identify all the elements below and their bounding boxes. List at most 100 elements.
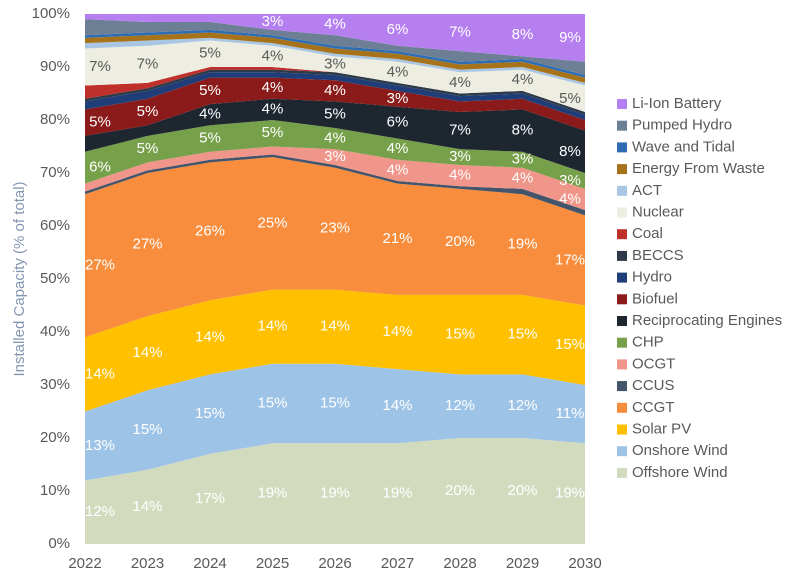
data-label: 5% [199,45,221,62]
data-label: 20% [507,482,537,499]
data-label: 20% [445,482,475,499]
data-label: 25% [257,214,287,231]
legend-swatch [617,229,627,240]
data-label: 4% [449,167,471,184]
data-label: 26% [195,222,225,239]
legend-swatch [617,99,627,109]
area [85,72,585,120]
data-label: 14% [195,328,225,345]
data-label: 6% [387,114,409,131]
data-label: 17% [195,490,225,507]
data-label: 4% [262,47,284,64]
data-label: 5% [324,106,346,123]
data-label: 14% [132,498,162,515]
legend-label: Offshore Wind [632,464,728,481]
legend-swatch [617,316,627,326]
y-tick-label: 70% [40,164,70,181]
legend-label: Nuclear [632,203,684,220]
legend-swatch [617,337,627,348]
y-tick-label: 80% [40,111,70,128]
data-label: 7% [449,122,471,139]
data-label: 20% [445,233,475,250]
data-label: 12% [85,503,115,520]
data-label: 4% [512,71,534,88]
area [85,120,585,189]
data-label: 8% [512,122,534,139]
area [85,154,585,216]
legend-swatch [617,142,627,153]
data-label: 7% [89,58,111,75]
data-label: 19% [507,236,537,253]
data-label: 4% [324,16,346,33]
area [85,32,585,83]
data-label: 17% [555,251,585,268]
data-label: 15% [507,326,537,343]
data-label: 12% [445,397,475,414]
data-label: 15% [257,395,287,412]
y-axis-label: Installed Capacity (% of total) [11,181,28,376]
y-tick-label: 40% [40,323,70,340]
legend-label: Energy From Waste [632,160,765,177]
legend-swatch [617,294,627,305]
y-tick-label: 10% [40,482,70,499]
data-label: 4% [449,74,471,91]
legend-label: Hydro [632,269,672,286]
area [85,29,585,78]
data-label: 15% [132,421,162,438]
legend-label: CCUS [632,377,675,394]
legend-swatch [617,164,627,175]
legend-label: Solar PV [632,420,691,437]
data-label: 5% [199,130,221,147]
data-label: 5% [137,103,159,120]
x-tick-label: 2028 [443,555,476,572]
data-label: 5% [137,140,159,157]
area [85,363,585,481]
data-label: 19% [257,485,287,502]
data-label: 8% [559,143,581,160]
legend-swatch [617,467,627,478]
x-tick-label: 2023 [131,555,164,572]
data-label: 3% [262,13,284,30]
area [85,438,585,544]
data-label: 14% [382,323,412,340]
data-label: 4% [262,100,284,117]
y-tick-label: 90% [40,58,70,75]
data-label: 12% [507,397,537,414]
data-label: 4% [262,79,284,96]
legend-label: OCGT [632,355,675,372]
legend-label: CHP [632,334,664,351]
legend-swatch [617,207,627,218]
data-label: 19% [382,485,412,502]
legend-swatch [617,250,627,261]
area [85,37,585,86]
x-tick-label: 2026 [318,555,351,572]
data-label: 14% [257,318,287,335]
legend-swatch [617,359,627,370]
y-tick-label: 50% [40,270,70,287]
data-label: 14% [132,344,162,361]
legend-label: Coal [632,225,663,242]
data-label: 13% [85,437,115,454]
area [85,14,585,62]
area [85,289,585,412]
legend-label: Pumped Hydro [632,117,732,134]
data-label: 9% [559,29,581,46]
legend-swatch [617,446,627,457]
data-label: 11% [556,405,585,422]
data-label: 8% [512,26,534,43]
area [85,40,585,113]
y-tick-label: 60% [40,217,70,234]
data-label: 15% [195,405,225,422]
legend-swatch [617,424,627,435]
area [85,98,585,173]
data-label: 5% [199,82,221,99]
area [85,77,585,136]
y-tick-label: 0% [48,535,70,552]
x-tick-label: 2027 [381,555,414,572]
data-label: 3% [449,148,471,165]
data-label: 23% [320,220,350,237]
data-label: 5% [262,124,284,141]
data-label: 21% [382,230,412,247]
area [85,19,585,75]
area [85,157,585,338]
